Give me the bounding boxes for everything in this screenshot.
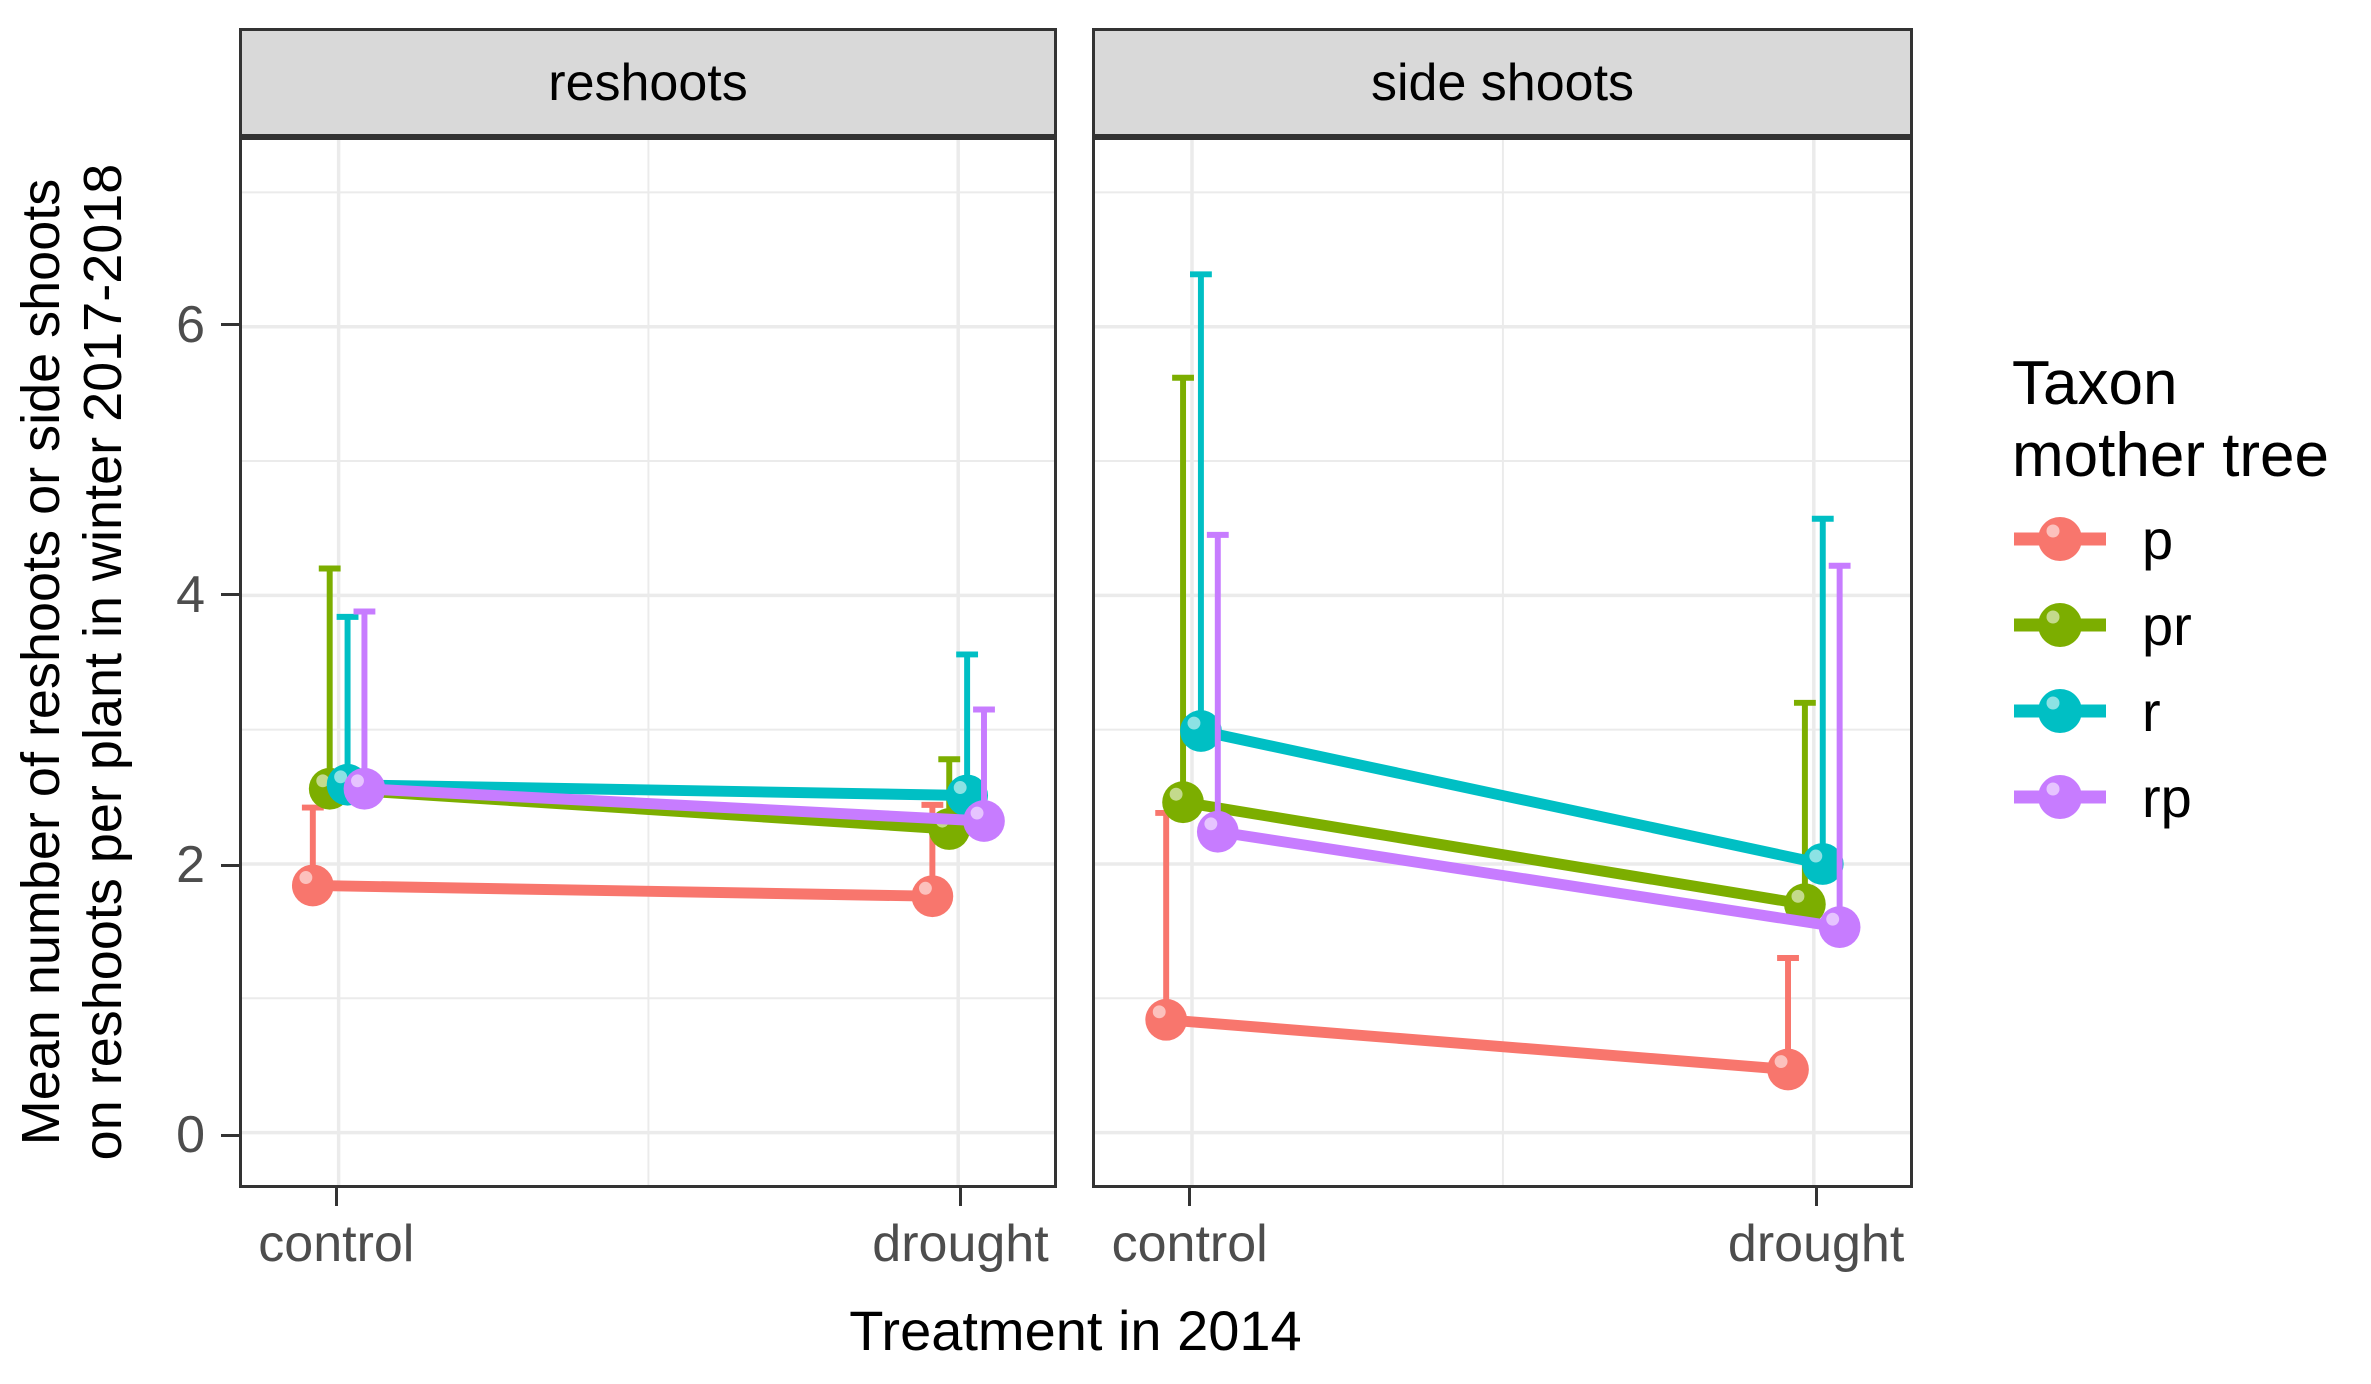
y-tick-mark <box>221 1133 239 1137</box>
legend-row-r: r <box>2012 668 2192 754</box>
legend-rows: p pr r rp <box>2012 496 2192 840</box>
panel-reshoots <box>239 137 1057 1188</box>
y-tick-label: 0 <box>176 1106 205 1165</box>
legend: Taxon mother tree p pr r rp <box>2002 0 2371 1384</box>
facet-strip-label: side shoots <box>1370 53 1635 112</box>
legend-title: Taxon mother tree <box>2012 348 2329 492</box>
facet-strip-label: reshoots <box>548 53 748 112</box>
y-tick-mark <box>221 863 239 867</box>
y-tick-mark <box>221 593 239 597</box>
legend-row-pr: pr <box>2012 582 2192 668</box>
x-tick-mark <box>334 1188 338 1206</box>
x-tick-label: control <box>1111 1215 1268 1273</box>
legend-title-line1: Taxon <box>2012 349 2178 418</box>
x-tick-mark <box>1188 1188 1192 1206</box>
y-tick-label: 4 <box>176 565 205 624</box>
legend-label: rp <box>2142 765 2192 829</box>
facet-strip-side-shoots: side shoots <box>1092 28 1913 137</box>
legend-row-rp: rp <box>2012 754 2192 840</box>
panel-side-shoots-plot <box>1095 140 1910 1185</box>
legend-label: p <box>2142 507 2174 571</box>
x-tick-label: drought <box>872 1215 1049 1273</box>
y-tick-label: 2 <box>176 836 205 895</box>
legend-key-r-icon <box>2014 689 2106 733</box>
panel-side-shoots <box>1092 137 1913 1188</box>
legend-label: pr <box>2142 593 2192 657</box>
y-tick-label: 6 <box>176 295 205 354</box>
x-tick-mark <box>958 1188 962 1206</box>
legend-label: r <box>2142 679 2161 743</box>
x-tick-label: control <box>258 1215 415 1273</box>
x-tick-mark <box>1814 1188 1818 1206</box>
legend-key-rp-icon <box>2014 775 2106 819</box>
facet-strip-reshoots: reshoots <box>239 28 1057 137</box>
legend-key-pr-icon <box>2014 603 2106 647</box>
x-axis-title-text: Treatment in 2014 <box>849 1299 1302 1362</box>
y-tick-mark <box>221 323 239 327</box>
legend-key-p-icon <box>2014 517 2106 561</box>
legend-title-line2: mother tree <box>2012 421 2330 490</box>
x-tick-label: drought <box>1727 1215 1905 1273</box>
legend-row-p: p <box>2012 496 2192 582</box>
x-axis-title: Treatment in 2014 <box>0 1298 2371 1363</box>
panel-reshoots-plot <box>242 140 1054 1185</box>
